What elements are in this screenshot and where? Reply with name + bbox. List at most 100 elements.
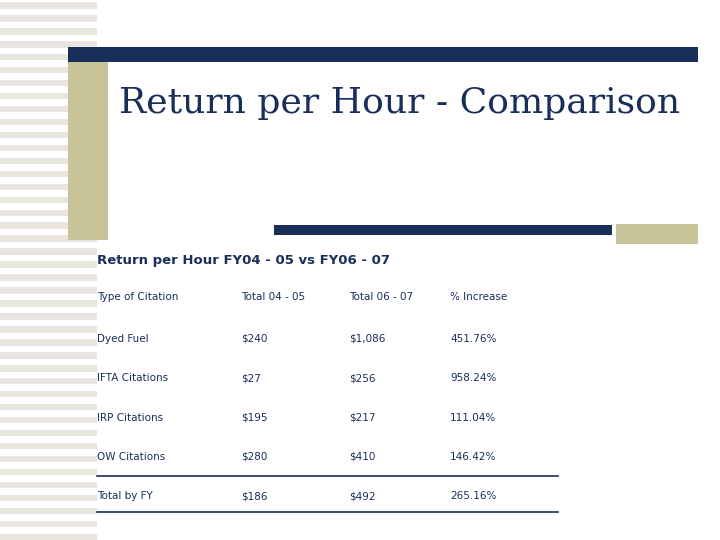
Bar <box>0 184 97 190</box>
Bar <box>0 372 97 378</box>
Bar <box>0 48 97 54</box>
Bar <box>0 352 97 359</box>
Text: $217: $217 <box>349 413 376 423</box>
Text: Return per Hour FY04 - 05 vs FY06 - 07: Return per Hour FY04 - 05 vs FY06 - 07 <box>97 254 390 267</box>
Bar <box>0 99 97 106</box>
Point <box>93 509 102 515</box>
Bar <box>0 339 97 346</box>
Bar <box>0 119 97 125</box>
Bar <box>0 326 97 333</box>
Bar <box>0 300 97 307</box>
Bar <box>0 0 97 2</box>
Bar <box>0 203 97 210</box>
Bar <box>0 248 97 255</box>
Bar <box>0 2 97 9</box>
Bar <box>0 436 97 443</box>
Bar <box>0 151 97 158</box>
Text: $256: $256 <box>349 373 376 383</box>
Text: Type of Citation: Type of Citation <box>97 292 179 302</box>
Bar <box>0 482 97 488</box>
Bar <box>0 222 97 229</box>
Point <box>554 473 562 480</box>
Text: $410: $410 <box>349 452 376 462</box>
Bar <box>0 229 97 235</box>
Bar <box>616 224 698 244</box>
Bar <box>0 216 97 222</box>
Bar <box>0 158 97 164</box>
Bar <box>0 145 97 151</box>
Bar <box>0 125 97 132</box>
Bar <box>0 456 97 462</box>
Bar <box>0 22 97 28</box>
Bar <box>0 378 97 384</box>
Bar <box>0 365 97 372</box>
Bar <box>0 320 97 326</box>
Bar <box>0 527 97 534</box>
Bar <box>0 177 97 184</box>
Bar <box>0 28 97 35</box>
Text: Total 04 - 05: Total 04 - 05 <box>241 292 305 302</box>
Text: $186: $186 <box>241 491 268 502</box>
Bar <box>0 164 97 171</box>
Text: 451.76%: 451.76% <box>450 334 496 344</box>
Bar <box>0 112 97 119</box>
Bar <box>0 423 97 430</box>
Bar <box>0 534 97 540</box>
Text: $492: $492 <box>349 491 376 502</box>
Bar <box>274 225 612 235</box>
Text: IRP Citations: IRP Citations <box>97 413 163 423</box>
Text: $1,086: $1,086 <box>349 334 386 344</box>
Bar <box>0 210 97 216</box>
Text: IFTA Citations: IFTA Citations <box>97 373 168 383</box>
Bar <box>0 443 97 449</box>
Text: Total by FY: Total by FY <box>97 491 153 502</box>
Bar <box>0 197 97 203</box>
Bar <box>0 35 97 41</box>
Bar <box>0 41 97 48</box>
Bar <box>0 475 97 482</box>
Bar <box>0 307 97 313</box>
Bar <box>0 261 97 268</box>
Text: Dyed Fuel: Dyed Fuel <box>97 334 149 344</box>
Bar <box>0 9 97 15</box>
Bar <box>0 54 97 60</box>
Bar <box>0 93 97 99</box>
Text: 111.04%: 111.04% <box>450 413 496 423</box>
Bar <box>0 313 97 320</box>
Bar <box>0 106 97 112</box>
Bar <box>0 80 97 86</box>
Bar <box>0 67 97 73</box>
Text: Total 06 - 07: Total 06 - 07 <box>349 292 413 302</box>
Bar <box>68 49 108 240</box>
Bar <box>0 171 97 177</box>
Text: 958.24%: 958.24% <box>450 373 496 383</box>
Point <box>554 509 562 515</box>
Bar <box>0 138 97 145</box>
Text: $27: $27 <box>241 373 261 383</box>
Bar <box>0 346 97 352</box>
Bar <box>0 73 97 80</box>
Bar <box>0 514 97 521</box>
Bar <box>0 430 97 436</box>
Point <box>93 473 102 480</box>
Bar <box>0 294 97 300</box>
Bar <box>0 333 97 339</box>
Bar <box>0 397 97 404</box>
Text: $280: $280 <box>241 452 268 462</box>
Bar <box>0 15 97 22</box>
Bar <box>0 132 97 138</box>
Bar <box>0 384 97 391</box>
Bar <box>0 469 97 475</box>
Bar <box>68 47 698 62</box>
Bar <box>0 274 97 281</box>
Text: % Increase: % Increase <box>450 292 508 302</box>
Bar <box>0 410 97 417</box>
Bar <box>0 190 97 197</box>
Text: $195: $195 <box>241 413 268 423</box>
Bar <box>0 404 97 410</box>
Text: $240: $240 <box>241 334 268 344</box>
Bar <box>0 521 97 527</box>
Bar <box>0 495 97 501</box>
Bar <box>0 235 97 242</box>
Bar <box>0 268 97 274</box>
